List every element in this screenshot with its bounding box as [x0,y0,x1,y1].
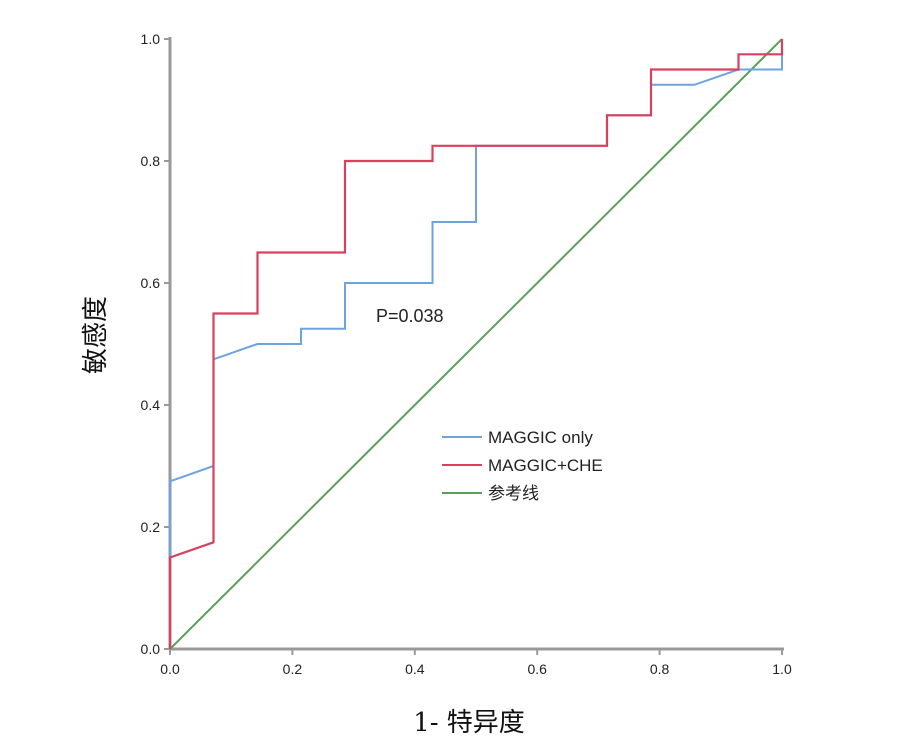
series-layer [168,38,784,650]
series-maggic-che [168,39,784,649]
y-tick-label: 0.8 [141,153,161,169]
x-tick-label: 0.4 [405,661,425,677]
y-tick-label: 0.4 [141,397,161,413]
x-axis-title: 1- 特异度 [413,708,525,738]
y-axis-title: 敏感度 [81,296,111,374]
legend: MAGGIC only MAGGIC+CHE 参考线 [442,428,603,503]
y-tick-label: 1.0 [141,31,161,47]
series-maggic-only [169,39,783,649]
series-reference-line [169,38,783,650]
x-tick-label: 1.0 [772,661,792,677]
legend-label: MAGGIC only [488,428,593,447]
x-tick-label: 0.0 [160,661,180,677]
legend-label: MAGGIC+CHE [488,456,603,475]
x-tick-label: 0.8 [650,661,670,677]
y-tick-label: 0.6 [141,275,161,291]
y-axis-ticks: 0.0 0.2 0.4 0.6 0.8 1.0 [141,31,170,657]
x-tick-label: 0.6 [527,661,547,677]
legend-label: 参考线 [488,484,539,503]
x-tick-label: 0.2 [283,661,303,677]
p-value-annotation: P=0.038 [376,306,444,326]
y-tick-label: 0.2 [141,519,161,535]
y-tick-label: 0.0 [141,641,161,657]
x-axis-ticks: 0.0 0.2 0.4 0.6 0.8 1.0 [160,649,792,677]
